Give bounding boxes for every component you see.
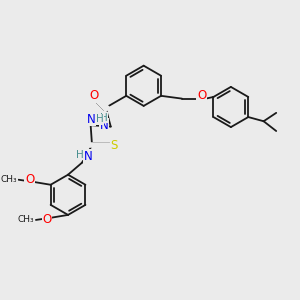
Text: O: O	[43, 213, 52, 226]
Text: CH₃: CH₃	[0, 175, 17, 184]
Text: H: H	[96, 114, 104, 124]
Text: S: S	[111, 139, 118, 152]
Text: N: N	[99, 119, 108, 132]
Text: O: O	[197, 89, 206, 102]
Text: H: H	[76, 150, 84, 160]
Text: N: N	[87, 112, 96, 125]
Text: O: O	[25, 173, 34, 186]
Text: N: N	[84, 150, 92, 163]
Text: O: O	[89, 89, 98, 102]
Text: H: H	[100, 113, 108, 123]
Text: CH₃: CH₃	[18, 215, 34, 224]
